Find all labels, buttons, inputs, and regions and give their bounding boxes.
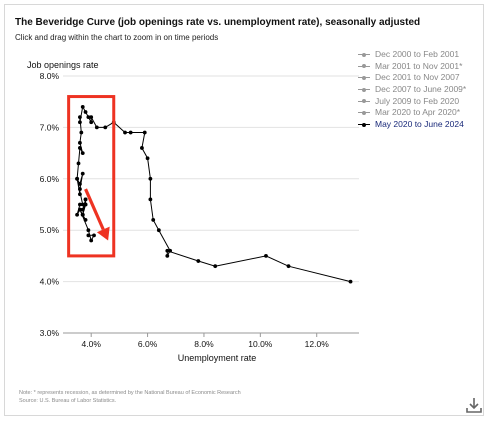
- y-tick-label: 6.0%: [40, 174, 60, 184]
- data-point[interactable]: [79, 130, 84, 135]
- y-tick-label: 4.0%: [40, 277, 60, 287]
- chart-subtitle: Click and drag within the chart to zoom …: [15, 33, 219, 42]
- y-tick-label: 8.0%: [40, 71, 60, 81]
- data-point[interactable]: [78, 202, 82, 207]
- legend-swatch: [358, 110, 370, 115]
- x-tick-label: 10.0%: [248, 339, 273, 349]
- legend-label: Dec 2007 to June 2009*: [375, 84, 467, 95]
- data-point[interactable]: [103, 125, 108, 130]
- data-point[interactable]: [128, 130, 133, 135]
- data-point[interactable]: [156, 228, 161, 233]
- legend-item[interactable]: May 2020 to June 2024: [357, 119, 483, 131]
- chart-note: Note: * represents recession, as determi…: [19, 390, 241, 405]
- data-point[interactable]: [165, 248, 170, 253]
- legend-swatch: [358, 52, 370, 57]
- legend-swatch: [358, 87, 370, 92]
- data-point[interactable]: [78, 207, 82, 212]
- legend-swatch: [358, 99, 370, 104]
- y-tick-label: 7.0%: [40, 122, 60, 132]
- data-point[interactable]: [89, 115, 94, 120]
- series-line: [76, 105, 351, 283]
- data-point[interactable]: [196, 259, 201, 263]
- data-point[interactable]: [83, 218, 88, 222]
- legend-item[interactable]: Mar 2020 to Apr 2020*: [357, 107, 483, 119]
- data-point[interactable]: [86, 115, 91, 120]
- legend-swatch: [358, 122, 370, 127]
- data-point[interactable]: [75, 212, 79, 217]
- data-point[interactable]: [83, 197, 88, 202]
- data-point[interactable]: [94, 125, 99, 130]
- chart-container: The Beveridge Curve (job openings rate v…: [4, 4, 484, 416]
- data-point[interactable]: [80, 212, 85, 217]
- legend-swatch: [358, 64, 370, 69]
- data-point[interactable]: [78, 140, 82, 145]
- highlight-box: [67, 95, 116, 258]
- data-point[interactable]: [145, 156, 150, 161]
- download-icon[interactable]: [464, 395, 484, 415]
- legend-item[interactable]: Dec 2001 to Nov 2007: [357, 72, 483, 84]
- x-tick-label: 4.0%: [82, 339, 102, 349]
- data-point[interactable]: [148, 197, 153, 202]
- data-point[interactable]: [76, 161, 81, 166]
- legend-label: May 2020 to June 2024: [375, 119, 464, 130]
- y-axis-label: Job openings rate: [27, 60, 99, 70]
- arrow-shaft: [84, 188, 105, 231]
- data-point[interactable]: [123, 130, 127, 135]
- chart-legend: Dec 2000 to Feb 2001 Mar 2001 to Nov 2001…: [357, 49, 483, 131]
- data-point[interactable]: [78, 115, 82, 120]
- legend-label: Mar 2020 to Apr 2020*: [375, 107, 461, 118]
- data-point[interactable]: [80, 171, 85, 176]
- note-recession: Note: * represents recession, as determi…: [19, 390, 241, 396]
- data-point[interactable]: [168, 248, 173, 253]
- x-axis-label: Unemployment rate: [178, 353, 257, 363]
- data-point[interactable]: [78, 192, 82, 197]
- data-point[interactable]: [264, 254, 268, 258]
- data-point[interactable]: [80, 151, 85, 156]
- data-point[interactable]: [286, 264, 291, 269]
- data-point[interactable]: [75, 176, 79, 181]
- y-tick-label: 5.0%: [40, 225, 60, 235]
- data-point[interactable]: [83, 110, 88, 114]
- legend-label: Mar 2001 to Nov 2001*: [375, 60, 463, 71]
- data-point[interactable]: [78, 146, 82, 150]
- data-point[interactable]: [78, 182, 82, 186]
- note-source: Source: U.S. Bureau of Labor Statistics.: [19, 397, 117, 404]
- data-point[interactable]: [213, 264, 218, 269]
- x-tick-label: 8.0%: [194, 339, 214, 349]
- data-point[interactable]: [89, 238, 94, 243]
- data-point[interactable]: [80, 207, 85, 212]
- data-point[interactable]: [86, 228, 91, 233]
- data-point[interactable]: [80, 104, 85, 109]
- data-point[interactable]: [78, 187, 82, 191]
- data-point[interactable]: [89, 120, 94, 125]
- y-tick-label: 3.0%: [40, 328, 60, 338]
- x-tick-label: 6.0%: [138, 339, 158, 349]
- data-point[interactable]: [348, 279, 353, 284]
- arrow-head: [96, 226, 110, 241]
- legend-item[interactable]: July 2009 to Feb 2020: [357, 96, 483, 108]
- chart-plot[interactable]: 3.0% 4.0% 5.0% 6.0% 7.0% 8.0% 4.0% 6.0% 8.0% 10.0…: [5, 5, 485, 417]
- legend-label: Dec 2000 to Feb 2001: [375, 49, 460, 59]
- data-point[interactable]: [86, 233, 91, 238]
- data-point[interactable]: [165, 254, 170, 258]
- data-point[interactable]: [92, 233, 96, 238]
- data-point[interactable]: [78, 120, 82, 125]
- data-point[interactable]: [80, 202, 85, 207]
- data-point[interactable]: [140, 146, 144, 150]
- chart-title: The Beveridge Curve (job openings rate v…: [15, 17, 421, 28]
- legend-label: July 2009 to Feb 2020: [375, 95, 460, 106]
- data-point[interactable]: [83, 202, 88, 207]
- data-point[interactable]: [148, 176, 153, 181]
- x-tick-label: 12.0%: [305, 339, 330, 349]
- legend-swatch: [358, 75, 370, 80]
- legend-item[interactable]: Dec 2000 to Feb 2001: [357, 49, 483, 61]
- legend-item[interactable]: Dec 2007 to June 2009*: [357, 84, 483, 96]
- data-point[interactable]: [142, 130, 147, 135]
- legend-item[interactable]: Mar 2001 to Nov 2001*: [357, 61, 483, 73]
- data-point[interactable]: [151, 218, 156, 222]
- legend-label: Dec 2001 to Nov 2007: [375, 72, 460, 83]
